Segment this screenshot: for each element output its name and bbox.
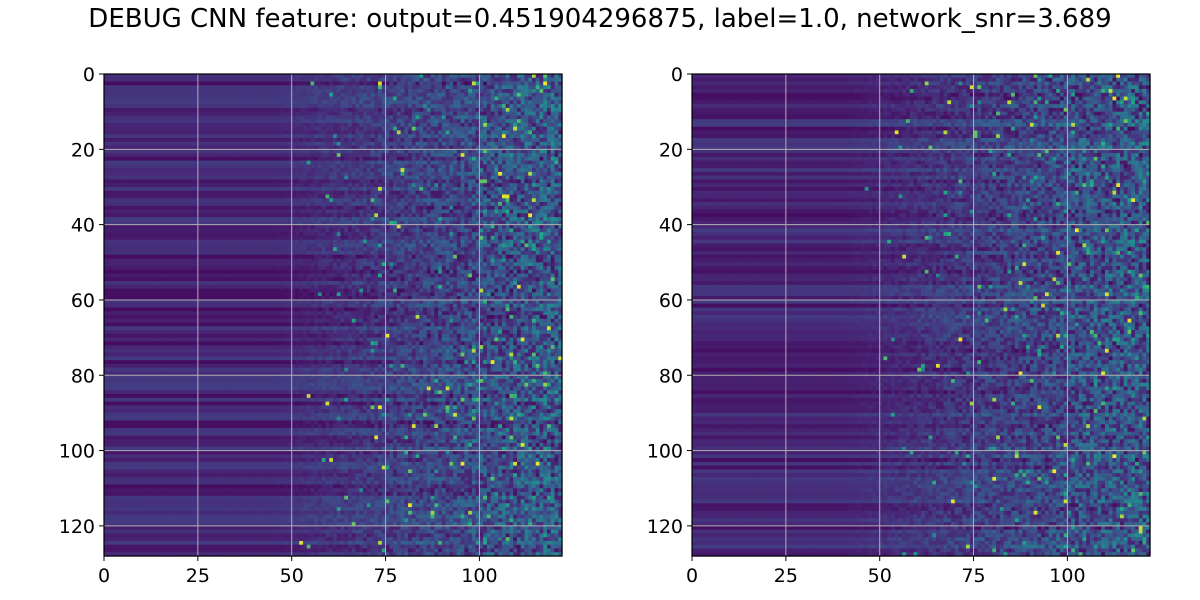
heatmap-panel-left: 0 25 50 75 100 0 20 40 60 80 100 120 bbox=[59, 64, 563, 587]
y-tick-label: 100 bbox=[59, 441, 95, 463]
y-tick-label: 100 bbox=[647, 441, 683, 463]
y-tick-label: 20 bbox=[659, 139, 683, 161]
heatmap-cells bbox=[104, 74, 563, 557]
heatmap-panel-right: 0 25 50 75 100 0 20 40 60 80 100 120 bbox=[647, 64, 1151, 587]
y-tick-label: 40 bbox=[659, 215, 683, 237]
y-tick-label: 20 bbox=[71, 139, 95, 161]
x-tick-label: 75 bbox=[373, 565, 397, 587]
y-tick-label: 120 bbox=[59, 516, 95, 538]
x-tick-label: 25 bbox=[186, 565, 210, 587]
y-tick-label: 60 bbox=[71, 290, 95, 312]
y-tick-label: 40 bbox=[71, 215, 95, 237]
y-tick-label: 60 bbox=[659, 290, 683, 312]
x-tick-label: 0 bbox=[98, 565, 110, 587]
x-tick-label: 100 bbox=[1049, 565, 1085, 587]
y-tick-label: 80 bbox=[659, 365, 683, 387]
x-tick-label: 50 bbox=[868, 565, 892, 587]
y-tick-label: 0 bbox=[671, 64, 683, 86]
x-tick-label: 50 bbox=[280, 565, 304, 587]
y-tick-label: 80 bbox=[71, 365, 95, 387]
y-tick-label: 0 bbox=[83, 64, 95, 86]
x-tick-label: 100 bbox=[461, 565, 497, 587]
x-tick-label: 0 bbox=[686, 565, 698, 587]
y-tick-label: 120 bbox=[647, 516, 683, 538]
heatmap-cells bbox=[692, 74, 1151, 557]
x-tick-label: 75 bbox=[961, 565, 985, 587]
x-tick-label: 25 bbox=[774, 565, 798, 587]
